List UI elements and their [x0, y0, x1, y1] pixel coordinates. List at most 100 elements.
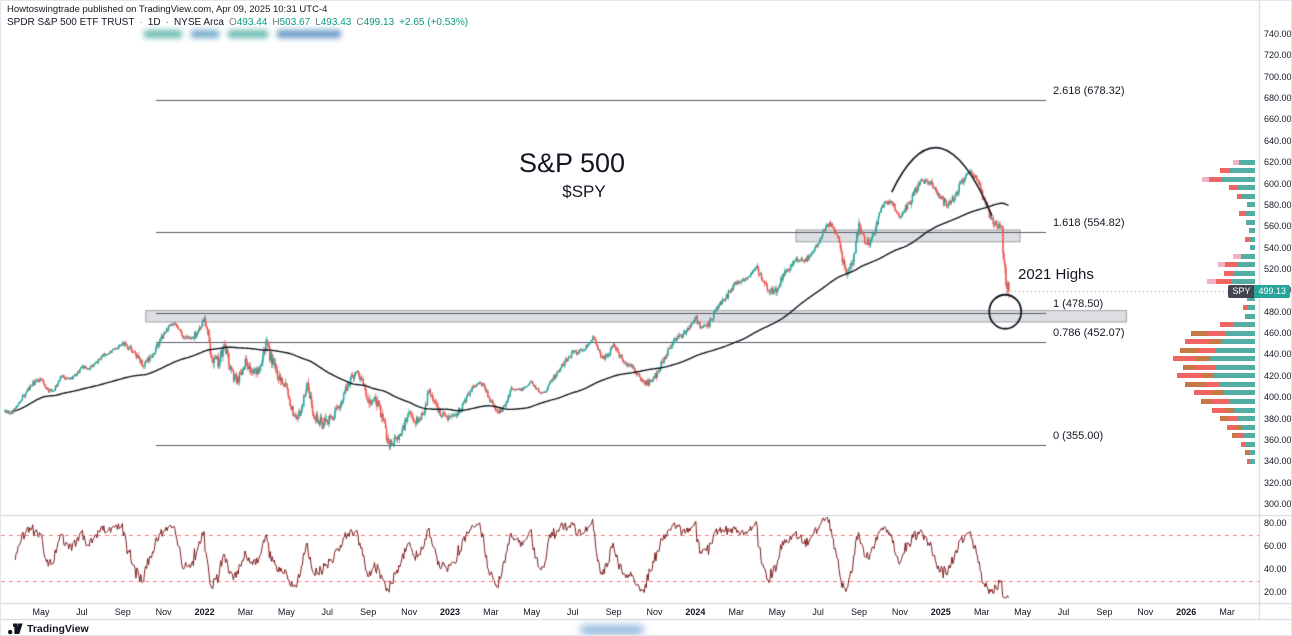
- high-value: 503.67: [279, 17, 311, 28]
- price-tick: 380.00: [1264, 413, 1292, 424]
- volume-profile-segment: [1215, 347, 1255, 353]
- low-label: L: [315, 17, 321, 28]
- separator-dot: ·: [165, 17, 169, 28]
- volume-profile-bar: [1232, 433, 1255, 439]
- volume-profile-bar: [1191, 330, 1255, 336]
- annotation-2021-highs[interactable]: 2021 Highs: [1018, 266, 1094, 283]
- time-label-year: 2024: [685, 607, 706, 617]
- price-tick: 420.00: [1264, 370, 1292, 381]
- volume-profile-segment: [1211, 390, 1224, 396]
- blurred-value: [228, 30, 268, 38]
- volume-profile-segment: [1194, 390, 1211, 396]
- volume-profile-bar: [1233, 159, 1255, 165]
- volume-profile-segment: [1201, 398, 1212, 404]
- symbol-header: SPDR S&P 500 ETF TRUST · 1D · NYSE Arca …: [7, 17, 468, 28]
- volume-profile-segment: [1185, 339, 1209, 345]
- volume-profile-bar: [1173, 356, 1255, 362]
- time-label-year: 2022: [194, 607, 215, 617]
- volume-profile-segment: [1209, 176, 1221, 182]
- last-price-value: 499.13: [1254, 284, 1290, 298]
- volume-profile-segment: [1234, 407, 1255, 413]
- volume-profile-segment: [1218, 262, 1225, 268]
- volume-profile-segment: [1202, 176, 1209, 182]
- ohlc-open: O493.44: [229, 17, 267, 28]
- last-price-label[interactable]: SPY 499.13: [1228, 284, 1290, 298]
- fib-level-label[interactable]: 0 (355.00): [1053, 430, 1104, 443]
- volume-profile-bar: [1247, 458, 1255, 464]
- time-label-year: 2025: [930, 607, 951, 617]
- price-tick: 620.00: [1264, 157, 1292, 168]
- volume-profile-segment: [1232, 433, 1237, 439]
- symbol-exchange: NYSE Arca: [173, 17, 224, 28]
- volume-profile-segment: [1236, 424, 1242, 430]
- price-tick: 740.00: [1264, 29, 1292, 39]
- volume-profile-bar: [1247, 202, 1255, 208]
- volume-profile-bar: [1185, 339, 1255, 345]
- open-label: O: [228, 17, 237, 28]
- volume-profile-bar: [1249, 228, 1255, 234]
- volume-profile-bar: [1220, 168, 1255, 174]
- time-label-year: 2026: [1176, 607, 1197, 617]
- volume-profile-segment: [1249, 450, 1255, 456]
- symbol-title[interactable]: SPDR S&P 500 ETF TRUST: [7, 17, 135, 28]
- volume-profile-bar: [1177, 373, 1255, 379]
- volume-profile-bar: [1202, 176, 1255, 182]
- volume-profile-segment: [1207, 330, 1225, 336]
- close-value: 499.13: [363, 17, 395, 28]
- price-tick: 680.00: [1264, 93, 1292, 104]
- volume-profile-segment: [1180, 347, 1198, 353]
- price-tick: 720.00: [1264, 50, 1292, 61]
- volume-profile-bar: [1246, 219, 1255, 225]
- volume-profile-segment: [1216, 279, 1231, 285]
- price-tick: 320.00: [1264, 477, 1292, 488]
- attribution-text: Howtoswingtrade published on TradingView…: [7, 4, 328, 15]
- volume-profile-segment: [1209, 339, 1221, 345]
- volume-profile-segment: [1225, 330, 1255, 336]
- fib-level-label[interactable]: 2.618 (678.32): [1053, 84, 1125, 97]
- time-label-month: Jul: [1057, 607, 1070, 617]
- volume-profile-segment: [1245, 313, 1255, 319]
- volume-profile-bar: [1224, 270, 1255, 276]
- volume-profile-segment: [1242, 193, 1255, 199]
- fib-level-label[interactable]: 1.618 (554.82): [1053, 216, 1125, 229]
- volume-profile-segment: [1245, 236, 1249, 242]
- volume-profile-segment: [1212, 398, 1230, 404]
- volume-profile-segment: [1237, 262, 1255, 268]
- volume-profile-segment: [1195, 356, 1210, 362]
- ohlc-low: L493.43: [315, 17, 351, 28]
- time-label-month: Jul: [76, 607, 88, 617]
- fib-level-label[interactable]: 0.786 (452.07): [1053, 326, 1125, 339]
- volume-profile-segment: [1244, 433, 1255, 439]
- volume-profile-segment: [1248, 304, 1255, 310]
- footer-brand-text: TradingView: [27, 622, 89, 635]
- fib-level-label[interactable]: 1 (478.50): [1053, 298, 1104, 311]
- time-label-month: May: [277, 607, 295, 617]
- symbol-interval[interactable]: 1D: [147, 17, 161, 28]
- time-label-year: 2023: [439, 607, 461, 617]
- blurred-value: [144, 30, 182, 38]
- volume-profile-segment: [1207, 279, 1216, 285]
- time-label-month: May: [523, 607, 541, 617]
- price-tick: 640.00: [1264, 135, 1292, 146]
- price-tick: 480.00: [1264, 306, 1292, 317]
- volume-profile-segment: [1173, 356, 1195, 362]
- blurred-bottom-label: [581, 625, 643, 635]
- volume-profile-bar: [1207, 279, 1255, 285]
- volume-profile-bar: [1237, 193, 1255, 199]
- time-label-month: Nov: [646, 607, 663, 617]
- volume-profile-segment: [1221, 176, 1255, 182]
- time-label-month: Sep: [114, 607, 131, 617]
- ohlc-close: C499.13: [356, 17, 394, 28]
- volume-profile-segment: [1205, 381, 1220, 387]
- blurred-value: [277, 30, 341, 38]
- volume-profile-segment: [1249, 228, 1255, 234]
- volume-profile-bar: [1250, 245, 1255, 251]
- volume-profile-segment: [1241, 253, 1255, 259]
- volume-profile-segment: [1198, 347, 1215, 353]
- tradingview-logo-icon: [8, 623, 23, 635]
- volume-profile-bar: [1183, 364, 1255, 370]
- footer-logo[interactable]: TradingView: [8, 622, 89, 635]
- volume-profile-bar: [1220, 416, 1255, 422]
- volume-profile-segment: [1242, 424, 1255, 430]
